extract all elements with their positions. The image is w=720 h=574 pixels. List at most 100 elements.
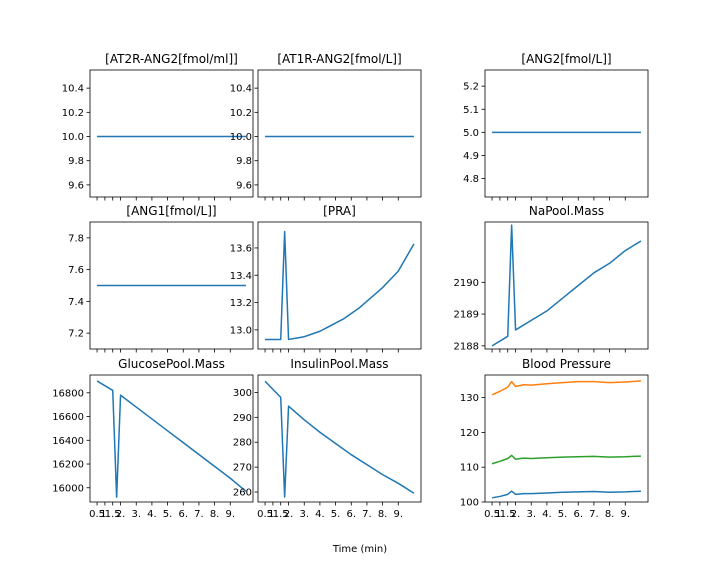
panel-title: NaPool.Mass [529,204,604,218]
y-tick-label: 4.8 [463,174,479,185]
y-tick-label: 5.0 [463,128,479,139]
y-tick-label: 13.2 [230,298,252,309]
y-tick-label: 9.8 [236,156,252,167]
x-tick-label: 4. [147,509,157,520]
x-tick-label: 7. [362,509,372,520]
y-tick-label: 260 [233,488,252,499]
x-tick-label: 4. [315,509,325,520]
x-tick-label: 5. [558,509,568,520]
panel-4: [PRA] 13.0 13.2 13.4 13.6 [230,204,422,353]
x-tick-label: 3. [299,509,309,520]
y-tick-label: 10.0 [62,132,84,143]
panel-3: [ANG1[fmol/L]] 7.2 7.4 7.6 7.8 [68,204,254,353]
x-tick-label: 5. [163,509,173,520]
x-tick-label: 3. [131,509,141,520]
plot-frame [484,69,649,198]
x-tick-label: 1. [100,509,110,520]
x-tick-label: 0.5 [484,509,500,520]
x-tick-label: 1. [268,509,278,520]
panel-title: Blood Pressure [522,357,611,371]
y-tick-label: 13.4 [230,271,252,282]
plot-frame [257,374,422,503]
y-tick-label: 300 [233,388,252,399]
x-tick-label: 8. [605,509,615,520]
y-tick-label: 16400 [52,436,84,447]
x-tick-label: 5. [331,509,341,520]
x-tick-label: 4. [542,509,552,520]
y-tick-label: 16000 [52,483,84,494]
panel-6: GlucosePool.Mass 16000 16200 16400 16600 1680… [52,357,254,520]
y-tick-label: 120 [460,428,479,439]
y-tick-label: 10.4 [230,84,252,95]
x-tick-label: 1.5 [105,509,121,520]
panel-2: [ANG2[fmol/L]] 4.8 4.9 5.0 5.1 5.2 [463,52,649,201]
x-axis-label: Time (min) [332,544,387,555]
plot-frame [484,374,649,503]
y-tick-label: 7.8 [68,233,84,244]
y-tick-label: 130 [460,393,479,404]
x-tick-label: 1.5 [500,509,516,520]
y-tick-label: 9.6 [68,180,84,191]
x-tick-label: 0.5 [89,509,105,520]
panel-title: [ANG2[fmol/L]] [521,52,611,66]
panel-0: [AT2R-ANG2[fmol/ml]] 9.6 9.8 10.0 10.2 10.4 [62,52,254,201]
panel-7: InsulinPool.Mass 260 270 280 290 300 0.51.1.52… [233,357,422,520]
y-tick-label: 5.1 [463,105,479,116]
plot-frame [89,221,254,350]
y-tick-label: 100 [460,498,479,509]
x-tick-label: 6. [573,509,583,520]
series-line-1 [491,454,641,465]
y-tick-label: 16800 [52,388,84,399]
x-tick-label: 2. [284,509,294,520]
plot-frame [484,221,649,350]
y-tick-label: 13.6 [230,243,252,254]
panel-title: [AT2R-ANG2[fmol/ml]] [105,52,238,66]
x-tick-label: 6. [178,509,188,520]
panel-title: InsulinPool.Mass [290,357,388,371]
panel-1: [AT1R-ANG2[fmol/L]] 9.6 9.8 10.0 10.2 10.4 [230,52,422,201]
x-tick-label: 9. [394,509,404,520]
y-tick-label: 2188 [454,341,479,352]
y-tick-label: 10.4 [62,84,84,95]
series-line-0 [96,380,247,498]
x-tick-label: 9. [621,509,631,520]
x-tick-label: 6. [346,509,356,520]
plot-frame [89,374,254,503]
y-tick-label: 290 [233,413,252,424]
y-tick-label: 7.2 [68,329,84,340]
series-line-0 [264,380,415,498]
x-tick-label: 3. [526,509,536,520]
x-tick-label: 9. [226,509,236,520]
y-tick-label: 2189 [454,310,479,321]
y-tick-label: 7.4 [68,297,84,308]
y-tick-label: 2190 [454,278,479,289]
y-tick-label: 9.8 [68,156,84,167]
x-tick-label: 1. [495,509,505,520]
x-tick-label: 7. [194,509,204,520]
x-tick-label: 8. [210,509,220,520]
y-tick-label: 4.9 [463,151,479,162]
y-tick-label: 10.0 [230,132,252,143]
y-tick-label: 7.6 [68,265,84,276]
x-tick-label: 2. [116,509,126,520]
series-line-2 [491,380,641,396]
x-tick-label: 8. [378,509,388,520]
y-tick-label: 16200 [52,460,84,471]
panel-5: NaPool.Mass 2188 2189 2190 [454,204,649,353]
plot-frame [257,69,422,198]
y-tick-label: 10.2 [62,108,84,119]
y-tick-label: 270 [233,463,252,474]
series-line-0 [491,490,641,499]
y-tick-label: 280 [233,438,252,449]
panel-title: [PRA] [323,204,356,218]
series-line-0 [491,224,642,347]
x-tick-label: 1.5 [273,509,289,520]
series-line-0 [265,230,415,341]
plot-frame [89,69,254,198]
x-tick-label: 2. [511,509,521,520]
y-tick-label: 9.6 [236,180,252,191]
y-tick-label: 10.2 [230,108,252,119]
x-tick-label: 0.5 [257,509,273,520]
y-tick-label: 5.2 [463,82,479,93]
y-tick-label: 13.0 [230,325,252,336]
